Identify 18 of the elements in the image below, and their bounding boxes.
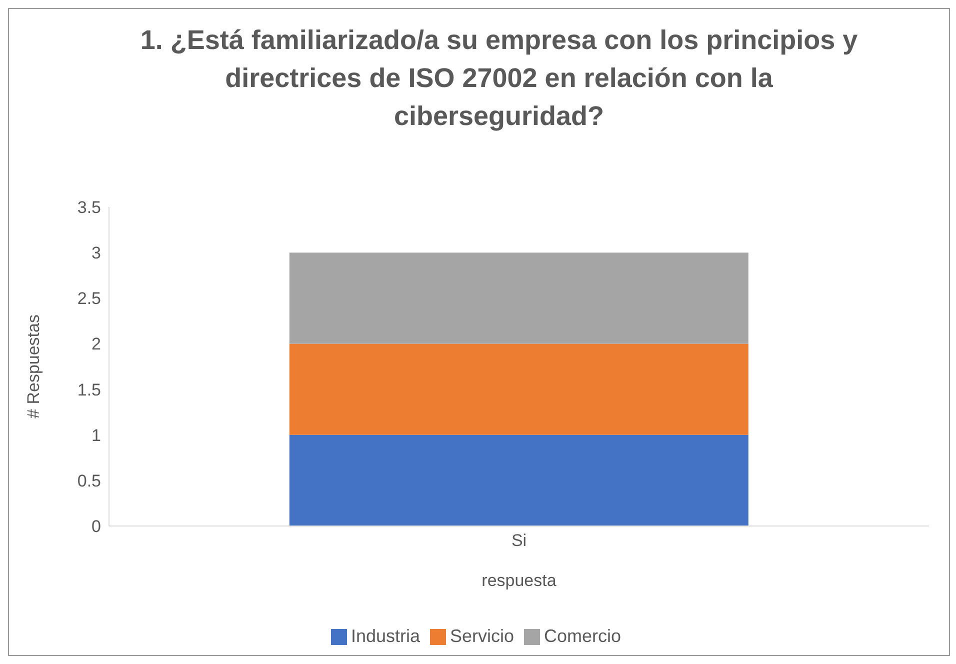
legend-label: Servicio: [450, 626, 514, 646]
y-tick-label: 3: [92, 244, 101, 263]
bar: [289, 252, 748, 344]
chart-title: 1. ¿Está familiarizado/a su empresa con los principios y directrices de ISO 27002 en relación con la ciberseguridad?: [139, 24, 859, 133]
y-tick-label: 2.5: [77, 289, 101, 308]
y-tick-label: 1.5: [77, 380, 101, 400]
y-tick-label: 0.5: [77, 471, 101, 490]
x-tick-label: Si: [511, 531, 527, 550]
bar: [289, 434, 748, 526]
y-tick-label: 3.5: [77, 198, 101, 218]
legend-label: Industria: [350, 626, 420, 646]
bar: [289, 344, 748, 435]
y-tick-label: 2: [92, 334, 101, 354]
y-tick-label: 1: [92, 426, 101, 445]
x-axis-title: respuesta: [482, 571, 557, 590]
legend-label: Comercio: [544, 626, 622, 646]
y-axis-title: # Respuestas: [24, 314, 44, 418]
y-tick-label: 0: [92, 517, 101, 536]
